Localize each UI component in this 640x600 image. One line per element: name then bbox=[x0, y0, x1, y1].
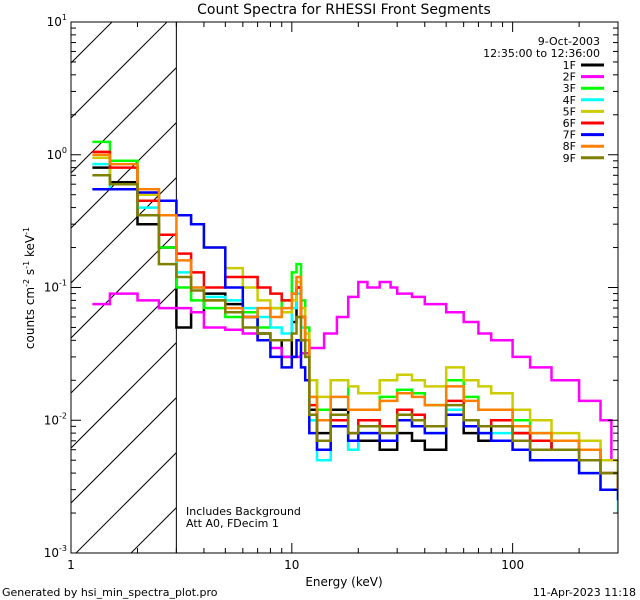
x-axis-label: Energy (keV) bbox=[305, 575, 382, 589]
legend-label-1F: 1F bbox=[563, 59, 576, 72]
y-tick-label-base: 10 bbox=[44, 413, 59, 427]
footer-timestamp: 11-Apr-2023 11:18 bbox=[533, 586, 636, 599]
y-tick-label-base: 10 bbox=[44, 281, 59, 295]
y-tick-label-exp: 0 bbox=[62, 146, 67, 155]
series-9F bbox=[92, 174, 618, 490]
series-6F bbox=[92, 150, 618, 490]
hatch-line bbox=[71, 121, 177, 229]
footer-generator: Generated by hsi_min_spectra_plot.pro bbox=[2, 586, 218, 599]
y-tick-label-exp: -2 bbox=[59, 411, 67, 420]
plot-frame bbox=[70, 21, 619, 554]
y-tick-label-exp: 1 bbox=[62, 13, 67, 22]
series-7F bbox=[92, 187, 618, 501]
y-tick-label: 10-1 bbox=[44, 279, 67, 295]
x-tick-label: 1 bbox=[67, 558, 75, 572]
annotation-background: Includes Background bbox=[186, 505, 301, 518]
axis-ticks bbox=[70, 22, 619, 554]
y-axis-label-exp2: -1 bbox=[22, 261, 31, 269]
x-tick-labels: 1 10 100 bbox=[67, 558, 524, 572]
series-layer bbox=[92, 140, 618, 513]
legend-label-7F: 7F bbox=[563, 129, 576, 142]
legend-label-8F: 8F bbox=[563, 140, 576, 153]
series-5F bbox=[92, 156, 618, 474]
y-tick-label: 101 bbox=[47, 13, 67, 29]
x-tick-label: 10 bbox=[284, 558, 299, 572]
y-tick-label-base: 10 bbox=[47, 148, 62, 162]
hatch-line bbox=[0, 0, 126, 553]
series-3F bbox=[92, 140, 618, 481]
y-tick-label-base: 10 bbox=[44, 546, 59, 560]
chart-title: Count Spectra for RHESSI Front Segments bbox=[197, 2, 491, 18]
y-axis-label-unit: keV bbox=[23, 234, 37, 261]
hatch-line bbox=[71, 176, 177, 284]
y-tick-label: 10-3 bbox=[44, 544, 67, 560]
y-axis-label-exp3: -1 bbox=[22, 227, 31, 235]
y-tick-label-exp: -3 bbox=[59, 544, 67, 553]
date-label: 9-Oct-2003 bbox=[538, 35, 600, 48]
y-axis-label: counts cm-2 s-1 keV-1 bbox=[22, 227, 37, 349]
hatch-line bbox=[71, 22, 113, 64]
legend-label-5F: 5F bbox=[563, 105, 576, 118]
y-axis-label-mid: s bbox=[23, 269, 37, 279]
legend-label-2F: 2F bbox=[563, 71, 576, 84]
hatch-line bbox=[71, 22, 168, 119]
y-axis-label-base: counts cm bbox=[23, 287, 37, 349]
legend-label-6F: 6F bbox=[563, 117, 576, 130]
series-8F bbox=[92, 153, 618, 490]
annotation-attenuator: Att A0, FDecim 1 bbox=[186, 517, 279, 530]
y-tick-label-exp: -1 bbox=[59, 279, 67, 288]
time-range-label: 12:35:00 to 12:36:00 bbox=[483, 47, 600, 60]
y-tick-label: 100 bbox=[47, 146, 67, 162]
legend-label-3F: 3F bbox=[563, 82, 576, 95]
x-tick-label: 100 bbox=[501, 558, 524, 572]
y-axis-label-exp1: -2 bbox=[22, 279, 31, 287]
attenuated-region-hatch bbox=[0, 0, 177, 553]
hatch-line bbox=[71, 396, 177, 504]
y-tick-label-base: 10 bbox=[47, 15, 62, 29]
hatch-line bbox=[71, 341, 177, 449]
legend-label-9F: 9F bbox=[563, 152, 576, 165]
series-2F bbox=[92, 280, 618, 474]
y-tick-label: 10-2 bbox=[44, 411, 67, 427]
hatch-line bbox=[71, 231, 177, 339]
legend-label-4F: 4F bbox=[563, 94, 576, 107]
